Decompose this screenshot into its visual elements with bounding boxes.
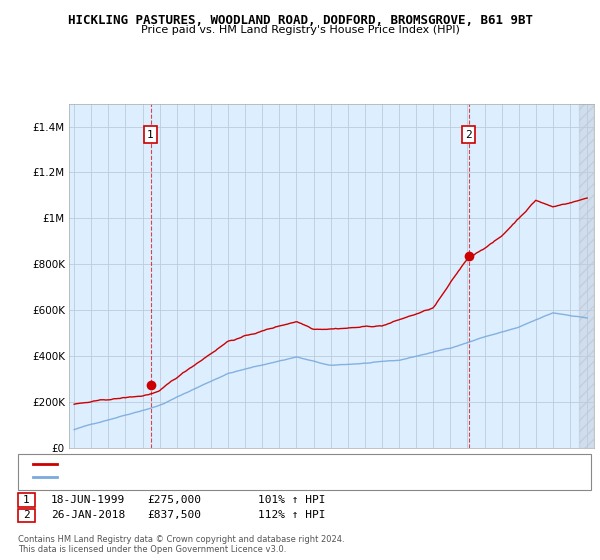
Text: £837,500: £837,500 bbox=[147, 510, 201, 520]
Text: HICKLING PASTURES, WOODLAND ROAD, DODFORD, BROMSGROVE, B61 9BT: HICKLING PASTURES, WOODLAND ROAD, DODFOR… bbox=[67, 14, 533, 27]
Text: 18-JUN-1999: 18-JUN-1999 bbox=[51, 494, 125, 505]
Text: 26-JAN-2018: 26-JAN-2018 bbox=[51, 510, 125, 520]
Text: Contains HM Land Registry data © Crown copyright and database right 2024.
This d: Contains HM Land Registry data © Crown c… bbox=[18, 535, 344, 554]
Text: 112% ↑ HPI: 112% ↑ HPI bbox=[258, 510, 325, 520]
Text: 1: 1 bbox=[147, 129, 154, 139]
Text: HICKLING PASTURES, WOODLAND ROAD, DODFORD, BROMSGROVE, B61 9BT (detached: HICKLING PASTURES, WOODLAND ROAD, DODFOR… bbox=[61, 459, 484, 469]
Text: Price paid vs. HM Land Registry's House Price Index (HPI): Price paid vs. HM Land Registry's House … bbox=[140, 25, 460, 35]
Text: HPI: Average price, detached house, Bromsgrove: HPI: Average price, detached house, Brom… bbox=[61, 472, 331, 482]
Text: 1: 1 bbox=[23, 494, 30, 505]
Text: £275,000: £275,000 bbox=[147, 494, 201, 505]
Text: 2: 2 bbox=[23, 510, 30, 520]
Bar bbox=[578, 104, 594, 448]
Text: 2: 2 bbox=[465, 129, 472, 139]
Text: 101% ↑ HPI: 101% ↑ HPI bbox=[258, 494, 325, 505]
